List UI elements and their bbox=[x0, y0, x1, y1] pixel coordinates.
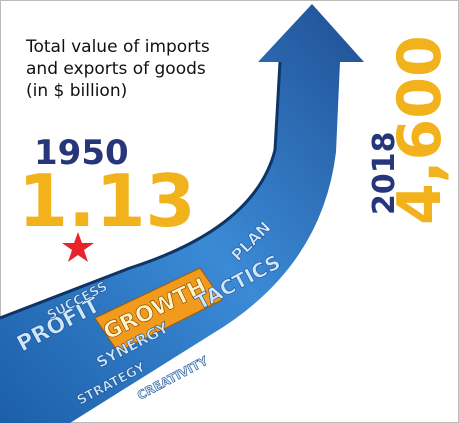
value-label: 1.13 bbox=[18, 159, 196, 243]
title-line: (in $ billion) bbox=[26, 81, 127, 101]
value-label: 4,600 bbox=[385, 35, 455, 225]
title-line: Total value of imports bbox=[25, 37, 210, 57]
title-line: and exports of goods bbox=[26, 59, 206, 79]
infographic: PROFIT SUCCESS SYNERGY STRATEGY CREATIVI… bbox=[0, 0, 459, 423]
